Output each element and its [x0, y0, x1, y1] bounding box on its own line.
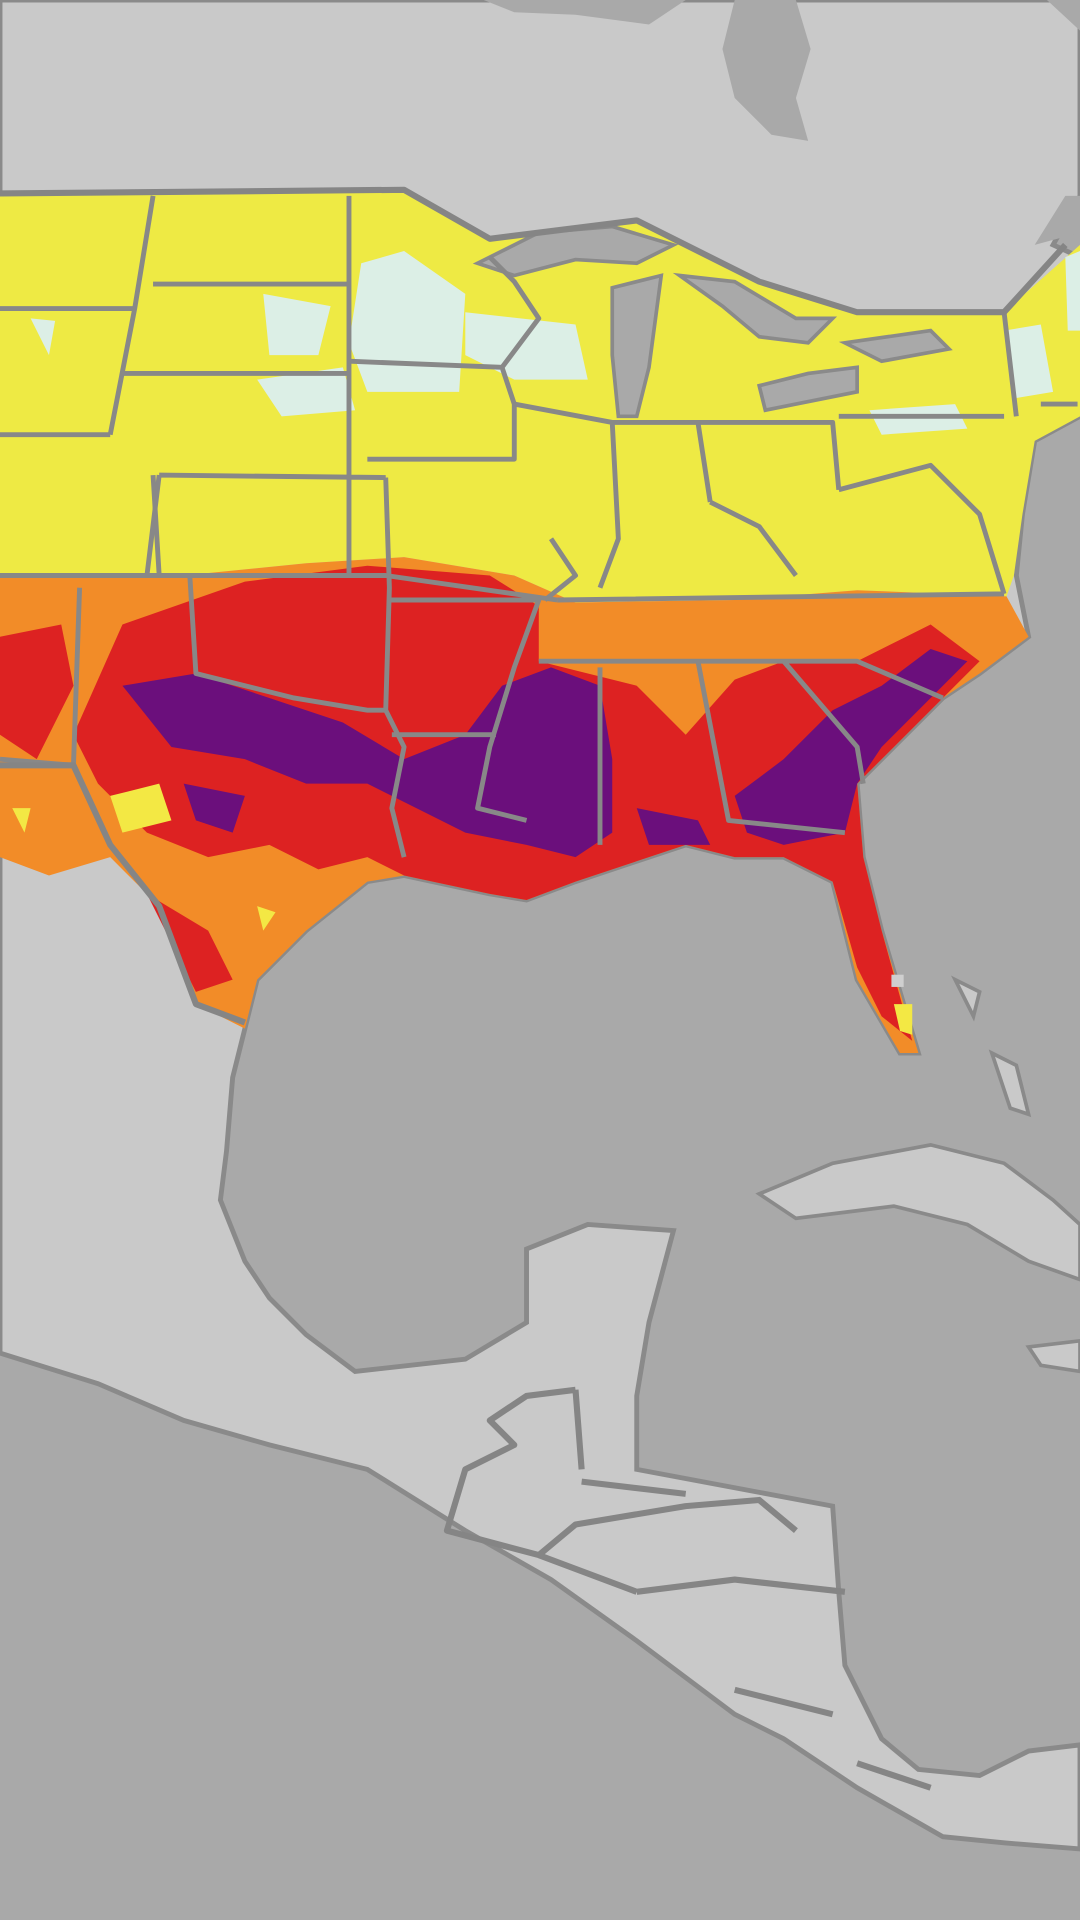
- border: [0, 186, 1068, 316]
- great-lakes: [472, 224, 953, 419]
- border: [0, 195, 558, 603]
- cool-patch: [30, 251, 1080, 435]
- border: [443, 1386, 932, 1791]
- island: [483, 0, 1080, 245]
- border: [513, 311, 1078, 845]
- purple-zone: [122, 648, 968, 858]
- yellow-zone: [0, 189, 1080, 603]
- border: [0, 762, 246, 1026]
- lake: [891, 974, 904, 987]
- country-borders: [0, 186, 1068, 1791]
- island: [755, 975, 1080, 1374]
